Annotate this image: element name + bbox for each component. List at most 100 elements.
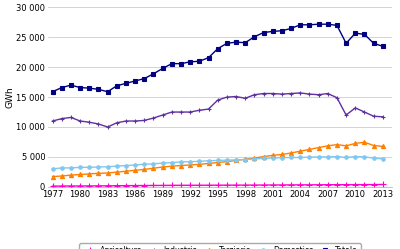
Domestico xyxy=(142,163,147,166)
Domestico xyxy=(151,162,156,165)
Industria xyxy=(68,116,73,119)
Industria xyxy=(353,106,358,109)
Line: Domestico: Domestico xyxy=(51,155,384,171)
Agricoltura xyxy=(280,184,284,187)
Terziario xyxy=(197,163,202,166)
Terziario xyxy=(334,143,339,146)
Totale xyxy=(307,23,312,26)
Agricoltura xyxy=(197,184,202,187)
Totale xyxy=(59,86,64,89)
Agricoltura xyxy=(179,184,184,187)
Agricoltura xyxy=(316,183,321,186)
Terziario xyxy=(68,174,73,177)
Agricoltura xyxy=(206,184,211,187)
Terziario xyxy=(78,173,82,176)
Totale xyxy=(215,47,220,50)
Agricoltura xyxy=(353,183,358,186)
Industria xyxy=(170,111,174,114)
Domestico xyxy=(289,156,294,159)
Terziario xyxy=(307,148,312,151)
Totale xyxy=(316,23,321,26)
Totale xyxy=(50,90,55,93)
Domestico xyxy=(344,156,348,159)
Terziario xyxy=(261,155,266,158)
Domestico xyxy=(114,165,119,168)
Domestico xyxy=(298,156,303,159)
Domestico xyxy=(124,164,128,167)
Domestico xyxy=(197,160,202,163)
Totale xyxy=(68,84,73,87)
Industria xyxy=(50,120,55,123)
Terziario xyxy=(224,160,229,163)
Agricoltura xyxy=(362,183,367,186)
Domestico xyxy=(105,165,110,168)
Agricoltura xyxy=(334,183,339,186)
Industria xyxy=(215,99,220,102)
Agricoltura xyxy=(160,184,165,187)
Domestico xyxy=(133,163,138,166)
Agricoltura xyxy=(133,184,138,187)
Terziario xyxy=(87,172,92,175)
Line: Agricoltura: Agricoltura xyxy=(50,182,386,189)
Industria xyxy=(289,92,294,95)
Industria xyxy=(380,115,385,118)
Totale xyxy=(243,41,248,44)
Domestico xyxy=(307,156,312,159)
Industria xyxy=(362,111,367,114)
Agricoltura xyxy=(270,184,275,187)
Domestico xyxy=(179,160,184,163)
Totale xyxy=(124,82,128,85)
Line: Totale: Totale xyxy=(50,22,385,94)
Totale xyxy=(96,88,101,91)
Domestico xyxy=(316,155,321,158)
Agricoltura xyxy=(78,185,82,187)
Terziario xyxy=(362,141,367,144)
Agricoltura xyxy=(298,183,303,186)
Agricoltura xyxy=(68,185,73,187)
Totale xyxy=(261,31,266,34)
Totale xyxy=(353,32,358,35)
Agricoltura xyxy=(261,184,266,187)
Industria xyxy=(371,115,376,118)
Agricoltura xyxy=(124,184,128,187)
Domestico xyxy=(78,166,82,169)
Domestico xyxy=(170,161,174,164)
Industria xyxy=(280,93,284,96)
Domestico xyxy=(270,157,275,160)
Industria xyxy=(114,121,119,124)
Totale xyxy=(334,24,339,27)
Totale xyxy=(270,30,275,33)
Agricoltura xyxy=(96,184,101,187)
Terziario xyxy=(124,170,128,173)
Totale xyxy=(197,60,202,63)
Domestico xyxy=(280,156,284,159)
Industria xyxy=(105,125,110,128)
Totale xyxy=(362,33,367,36)
Agricoltura xyxy=(380,183,385,186)
Industria xyxy=(252,93,257,96)
Totale xyxy=(224,42,229,45)
Y-axis label: GWh: GWh xyxy=(6,86,15,108)
Terziario xyxy=(371,144,376,147)
Domestico xyxy=(87,166,92,169)
Terziario xyxy=(270,154,275,157)
Line: Terziario: Terziario xyxy=(50,140,385,179)
Industria xyxy=(133,120,138,123)
Terziario xyxy=(160,166,165,169)
Agricoltura xyxy=(188,184,192,187)
Terziario xyxy=(353,142,358,145)
Industria xyxy=(307,93,312,96)
Industria xyxy=(160,114,165,117)
Terziario xyxy=(252,157,257,160)
Agricoltura xyxy=(289,184,294,187)
Industria xyxy=(142,119,147,122)
Agricoltura xyxy=(344,183,348,186)
Terziario xyxy=(133,169,138,172)
Industria xyxy=(151,117,156,120)
Totale xyxy=(179,62,184,65)
Terziario xyxy=(179,164,184,167)
Domestico xyxy=(362,155,367,158)
Agricoltura xyxy=(114,184,119,187)
Domestico xyxy=(96,166,101,169)
Agricoltura xyxy=(215,184,220,187)
